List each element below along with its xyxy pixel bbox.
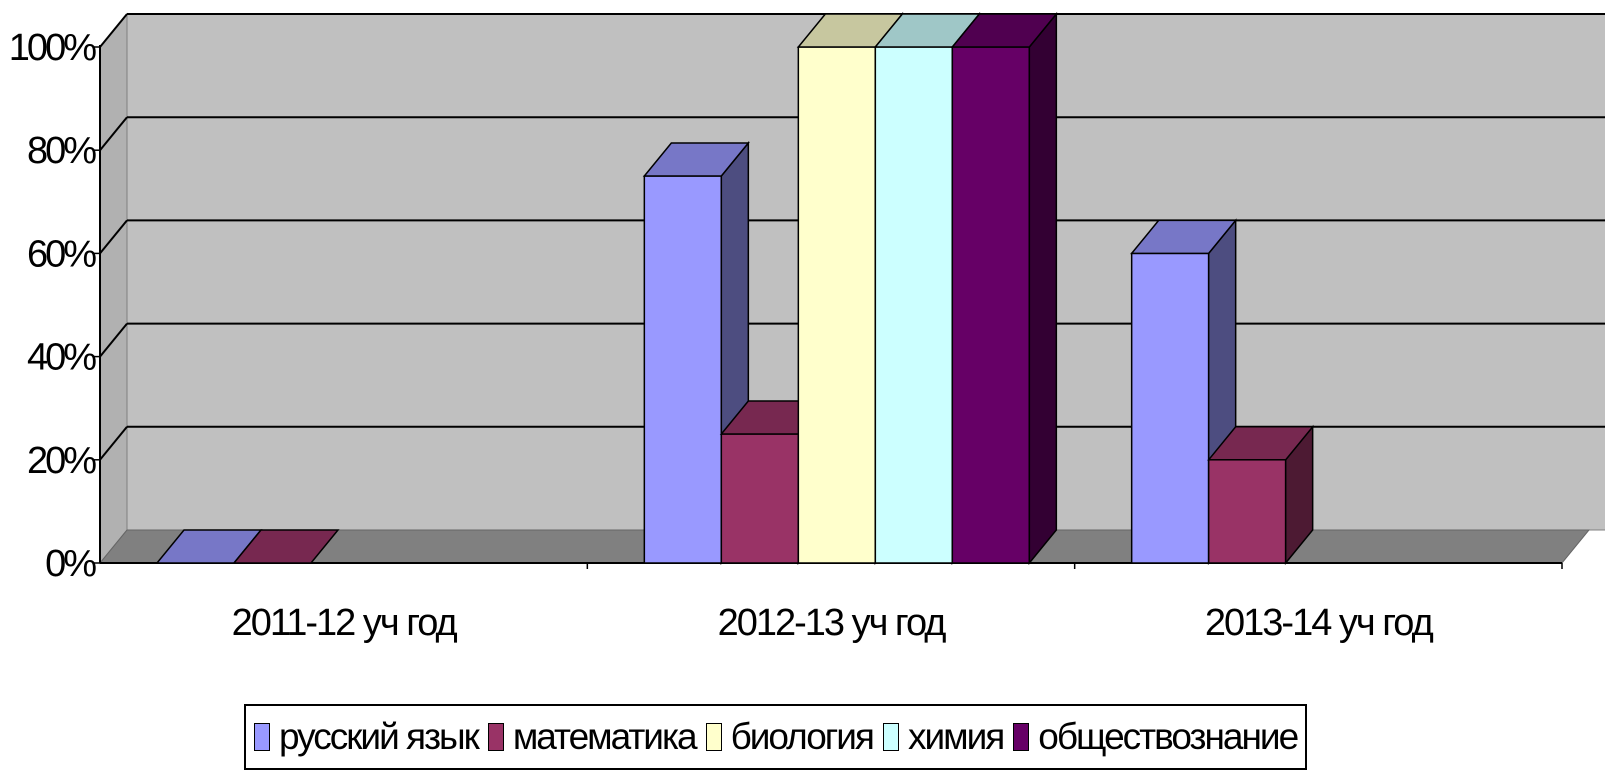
legend-item: обществознание [1013,716,1299,758]
bar-top [1130,219,1238,255]
legend-item: биология [705,716,875,758]
bar-top [950,13,1058,48]
bar-top [642,142,750,177]
bar [232,529,340,564]
x-category-label: 2011-12 уч год [232,602,458,644]
y-tick-label: 40% [27,337,96,379]
bar-front [951,46,1031,564]
bar-front [1207,459,1287,564]
bar-front [720,433,800,564]
legend-item: химия [882,716,1005,758]
legend-label: русский язык [279,716,480,757]
bar-front [1130,252,1210,564]
gridline-side [99,322,128,358]
y-tick-label: 60% [27,233,96,275]
x-category-label: 2012-13 уч год [718,602,947,644]
legend-label: химия [907,716,1005,757]
y-tick-label: 100% [9,27,96,69]
y-tick-label: 80% [27,130,96,172]
side-wall [99,12,128,565]
legend-swatch [1013,723,1030,751]
legend-item: русский язык [254,716,480,758]
bar-top [232,529,340,564]
bar [950,11,1058,566]
bar-front [797,46,877,564]
x-category-label: 2013-14 уч год [1205,602,1434,644]
bars [155,11,1315,566]
y-tick-label: 0% [45,543,96,585]
bar [1207,424,1315,566]
legend-swatch [705,723,722,751]
gridline-side [99,116,128,151]
y-tick-labels: 0% 20% 40% 60% 80% 100% [9,27,99,585]
gridline-side [99,426,128,461]
legend-swatch [254,723,270,751]
legend-swatch [882,723,899,751]
gridline-side [99,219,128,255]
legend-label: математика [512,716,698,757]
x-category-labels: 2011-12 уч год 2012-13 уч год 2013-14 уч г… [232,602,1436,644]
bar-front [874,46,954,564]
gridline-side [99,13,128,48]
legend: русский язык математика биология химия общес… [244,704,1308,770]
bar-front [643,175,723,564]
legend-item: математика [487,716,698,758]
legend-swatch [487,723,504,751]
y-tick-label: 20% [27,440,96,482]
legend-label: биология [730,716,875,757]
bar-top [1207,426,1315,461]
legend-label: обществознание [1038,716,1299,757]
bar-side [1028,11,1058,566]
